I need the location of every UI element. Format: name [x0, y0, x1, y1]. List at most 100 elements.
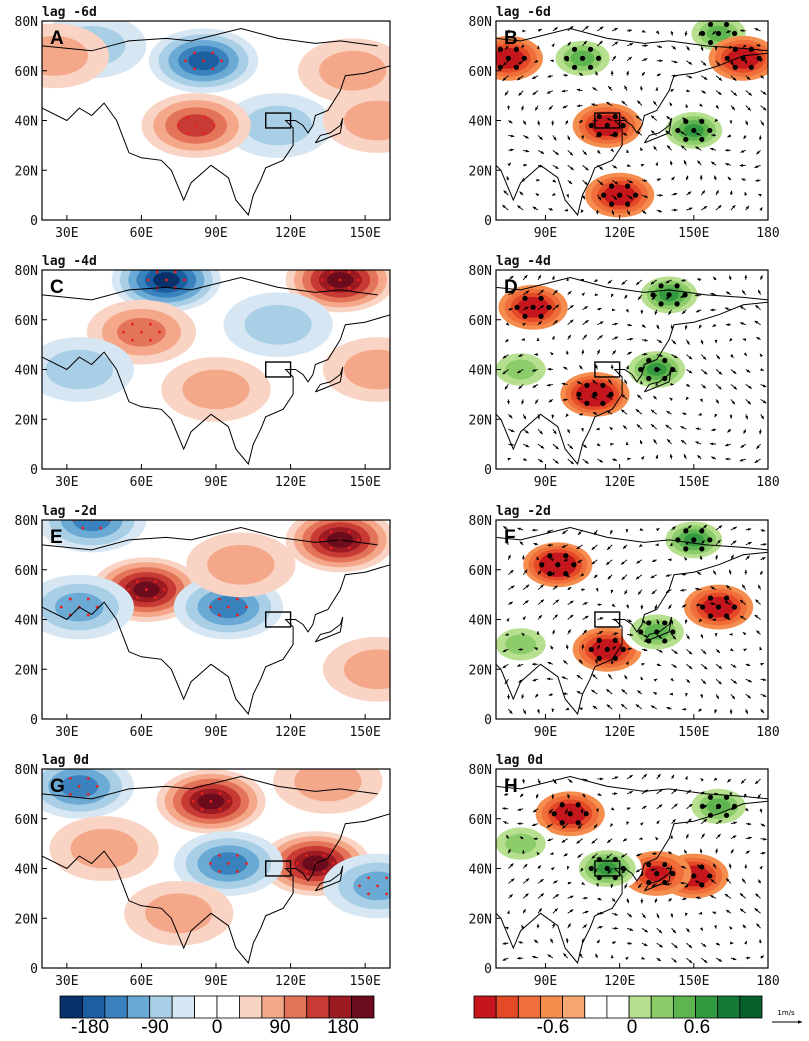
significance-dot — [588, 646, 594, 652]
wind-vector — [626, 647, 633, 651]
wind-vector — [537, 321, 543, 326]
wind-vector — [562, 692, 568, 696]
significance-dot — [723, 595, 730, 601]
wind-vector — [567, 909, 574, 914]
wind-vector — [523, 149, 530, 153]
y-tick-label: 20N — [15, 413, 38, 428]
wind-vector — [580, 808, 584, 814]
wind-vector — [756, 150, 761, 155]
y-tick-label: 60N — [469, 564, 492, 579]
wind-vector — [552, 585, 558, 590]
wind-vector — [757, 289, 762, 296]
wind-vector — [626, 619, 633, 623]
significance-dot — [220, 59, 223, 63]
significance-dot — [385, 876, 388, 880]
wind-vector — [505, 338, 509, 343]
wind-vector — [712, 276, 717, 281]
wind-vector — [638, 837, 643, 840]
wind-vector — [730, 540, 737, 546]
wind-vector — [653, 395, 658, 400]
wind-vector — [516, 75, 524, 81]
colorbar-right-cell — [672, 995, 696, 1019]
wind-vector — [518, 90, 524, 96]
x-tick-label: 150E — [678, 475, 709, 490]
wind-vector — [656, 820, 660, 825]
wind-vector — [650, 423, 658, 430]
wind-vector — [729, 926, 733, 930]
wind-vector — [641, 179, 648, 182]
significance-dot — [596, 637, 602, 643]
x-tick-label: 120E — [275, 725, 306, 740]
wind-vector — [582, 40, 588, 47]
wind-vector — [730, 75, 737, 81]
wind-vector — [562, 529, 568, 535]
target-region-box — [594, 860, 621, 877]
wind-vector — [550, 645, 554, 650]
wind-vector — [521, 778, 525, 784]
wind-vector — [596, 939, 600, 944]
wind-vector — [502, 75, 509, 82]
wind-vector — [756, 336, 761, 341]
significance-dot — [218, 870, 221, 873]
wind-vector — [506, 539, 510, 546]
x-tick-label: 180 — [756, 226, 779, 241]
significance-dot — [559, 802, 565, 808]
wind-vector — [625, 365, 629, 370]
wind-vector — [502, 821, 509, 825]
wind-vector — [597, 897, 602, 901]
wind-vector — [743, 352, 748, 357]
anomaly-contour — [45, 349, 113, 390]
target-region-box — [265, 611, 292, 628]
significance-dot — [617, 192, 623, 198]
wind-vector — [653, 100, 658, 106]
wind-vector — [562, 74, 568, 77]
field-layer — [496, 272, 768, 466]
wind-vector — [508, 443, 515, 446]
wind-vector — [730, 663, 737, 668]
wind-vector — [727, 778, 732, 783]
wind-vector — [666, 410, 672, 415]
significance-dot — [567, 811, 573, 817]
wind-vector — [552, 135, 557, 141]
wind-vector — [700, 60, 707, 66]
wind-vector — [695, 132, 702, 136]
wind-vector — [597, 307, 602, 311]
wind-vector — [626, 941, 633, 945]
wind-vector — [537, 305, 545, 311]
significance-dot — [329, 270, 333, 274]
wind-vector — [650, 868, 657, 871]
wind-vector — [700, 384, 707, 389]
colorbar-left-cell — [239, 995, 263, 1019]
y-tick-label: 0 — [30, 463, 38, 478]
panel-title: lag -4d — [496, 254, 551, 269]
panel-letter: G — [50, 776, 65, 797]
wind-vector — [576, 381, 583, 385]
wind-vector — [745, 369, 751, 373]
wind-vector — [579, 365, 583, 370]
significance-dot — [604, 865, 610, 872]
wind-vector — [715, 833, 721, 839]
wind-vector — [700, 663, 708, 670]
significance-dot — [329, 530, 333, 534]
wind-vector — [582, 793, 586, 798]
wind-vector — [537, 289, 544, 296]
wind-vector — [624, 294, 628, 299]
x-tick-label: 120E — [275, 226, 306, 241]
significance-dot — [646, 879, 652, 886]
wind-vector — [548, 208, 554, 212]
x-tick-label: 150E — [349, 226, 380, 241]
significance-dot — [209, 605, 212, 609]
wind-vector — [656, 634, 663, 639]
japan-coastline — [314, 616, 344, 643]
wind-vector — [714, 413, 718, 418]
wind-vector — [626, 209, 631, 216]
wind-vector — [508, 863, 514, 869]
significance-dot — [296, 862, 299, 865]
wind-vector — [565, 707, 570, 711]
wind-vector — [532, 678, 539, 682]
wind-vector — [591, 544, 598, 551]
wind-vector — [552, 908, 558, 914]
wind-vector — [760, 90, 767, 95]
reference-vector-label: 1m/s — [777, 1009, 795, 1017]
